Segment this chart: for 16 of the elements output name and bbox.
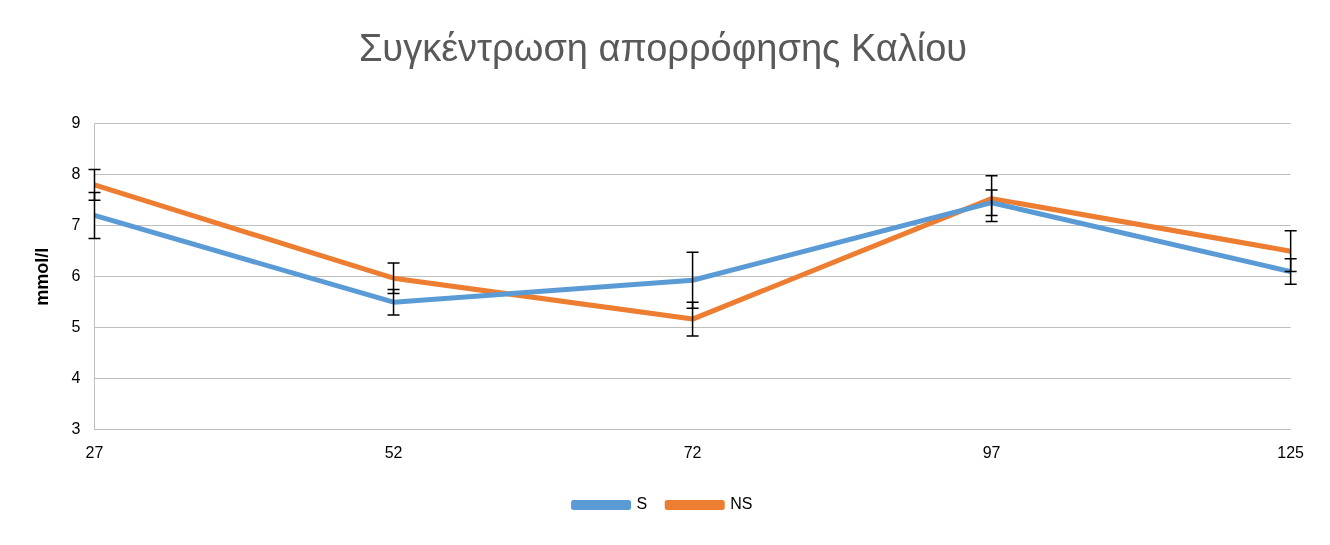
y-tick-label: 6 bbox=[71, 267, 81, 285]
legend-label: NS bbox=[730, 495, 753, 513]
y-tick-label: 3 bbox=[71, 420, 81, 438]
y-tick-label: 9 bbox=[71, 114, 81, 132]
chart-title: Συγκέντρωση απορρόφησης Καλίου bbox=[358, 27, 968, 70]
y-tick-label: 4 bbox=[71, 369, 81, 387]
x-tick-label: 97 bbox=[982, 443, 1001, 461]
x-tick-label: 125 bbox=[1277, 443, 1305, 461]
y-tick-label: 7 bbox=[71, 216, 81, 234]
x-tick-label: 52 bbox=[384, 443, 403, 461]
legend-label: S bbox=[636, 495, 648, 513]
x-tick-label: 72 bbox=[683, 443, 702, 461]
x-tick-label: 27 bbox=[85, 443, 104, 461]
y-tick-label: 5 bbox=[71, 318, 81, 336]
y-tick-label: 8 bbox=[71, 165, 81, 183]
y-axis-title: mmol/l bbox=[31, 247, 52, 306]
